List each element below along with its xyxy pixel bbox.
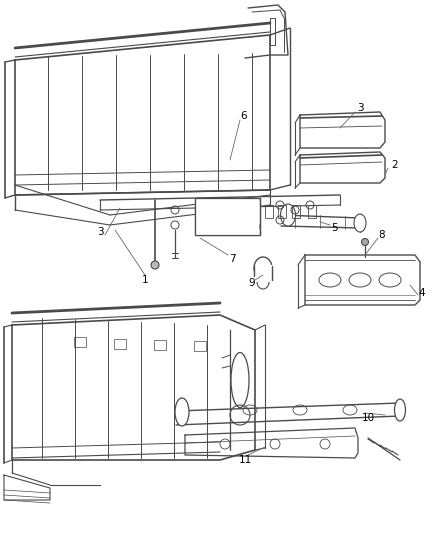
Bar [196,198,259,235]
Text: 6: 6 [241,111,247,121]
Text: 10: 10 [361,413,374,423]
Text: 8: 8 [379,230,385,240]
Text: 11: 11 [238,455,251,465]
Text: 4: 4 [419,288,425,298]
Circle shape [151,261,159,269]
Text: 5: 5 [332,223,338,233]
Bar [194,341,206,351]
Bar [74,337,86,348]
Ellipse shape [175,398,189,426]
Text: 7: 7 [229,254,235,264]
Bar [114,338,126,349]
Bar [292,205,300,218]
Ellipse shape [354,214,366,232]
Ellipse shape [395,399,406,421]
Text: 9: 9 [249,278,255,288]
Circle shape [361,238,368,246]
Text: 1: 1 [141,275,148,285]
Bar [195,198,260,235]
Text: 3: 3 [357,103,363,113]
Bar [308,205,316,218]
Bar [154,340,166,350]
Ellipse shape [280,204,296,226]
Bar [195,198,260,235]
Bar [278,205,286,218]
Text: 2: 2 [392,160,398,170]
Ellipse shape [231,352,249,408]
Text: 3: 3 [97,227,103,237]
Bar [265,205,273,218]
